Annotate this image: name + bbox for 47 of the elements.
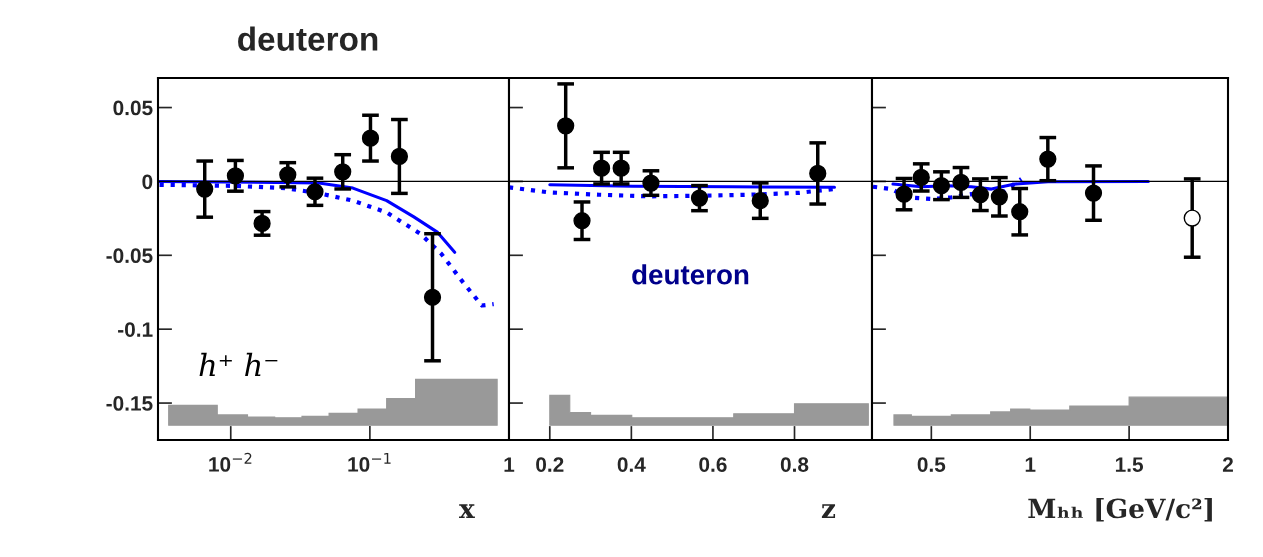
point xyxy=(334,163,352,181)
x-tick-label: 0.6 xyxy=(699,457,727,472)
point xyxy=(971,186,989,204)
point xyxy=(1039,150,1057,168)
point xyxy=(1183,209,1201,227)
x-tick-label: 0.8 xyxy=(780,457,809,472)
x-tick-label: 0.2 xyxy=(536,457,564,472)
point xyxy=(809,164,827,183)
point xyxy=(1084,184,1103,202)
point xyxy=(592,159,611,177)
point xyxy=(1011,203,1029,221)
point xyxy=(642,174,660,192)
y-tick-label: 0 xyxy=(142,174,153,190)
annotation: deuteron xyxy=(632,264,749,285)
x-tick-label: 1.5 xyxy=(1115,457,1144,472)
point xyxy=(952,173,970,192)
x-axis-title: z xyxy=(821,504,836,518)
y-tick-label: -0.1 xyxy=(118,322,153,337)
point xyxy=(306,183,324,201)
chart-title: deuteron xyxy=(238,26,378,51)
point xyxy=(196,180,214,198)
point xyxy=(253,214,271,233)
x-axis-title: x xyxy=(459,504,475,518)
point xyxy=(557,117,575,135)
x-tick-label: 1 xyxy=(1025,457,1036,472)
y-tick-label: -0.15 xyxy=(106,396,153,411)
point xyxy=(612,159,630,177)
point xyxy=(912,168,930,187)
point xyxy=(573,212,591,230)
annotation: h⁺ h⁻ xyxy=(199,352,278,377)
x-tick-label: 2 xyxy=(1222,457,1233,472)
x-tick-label: 0.4 xyxy=(617,457,646,472)
x-axis-title: Mₕₕ [GeV/c²] xyxy=(1028,497,1212,522)
x-tick-label: 10$^{−1}$ xyxy=(348,453,391,472)
point xyxy=(390,147,409,166)
y-tick-label: -0.05 xyxy=(106,248,153,264)
point xyxy=(932,177,951,195)
point xyxy=(279,166,297,184)
point xyxy=(990,188,1008,206)
point xyxy=(690,189,709,207)
x-tick-label: 0.5 xyxy=(917,457,946,472)
point xyxy=(751,192,769,210)
x-tick-label: 10$^{−2}$ xyxy=(209,452,252,472)
x-tick-label: 1 xyxy=(504,457,515,472)
point xyxy=(361,129,380,147)
y-tick-label: 0.05 xyxy=(113,100,153,116)
point xyxy=(895,185,913,203)
